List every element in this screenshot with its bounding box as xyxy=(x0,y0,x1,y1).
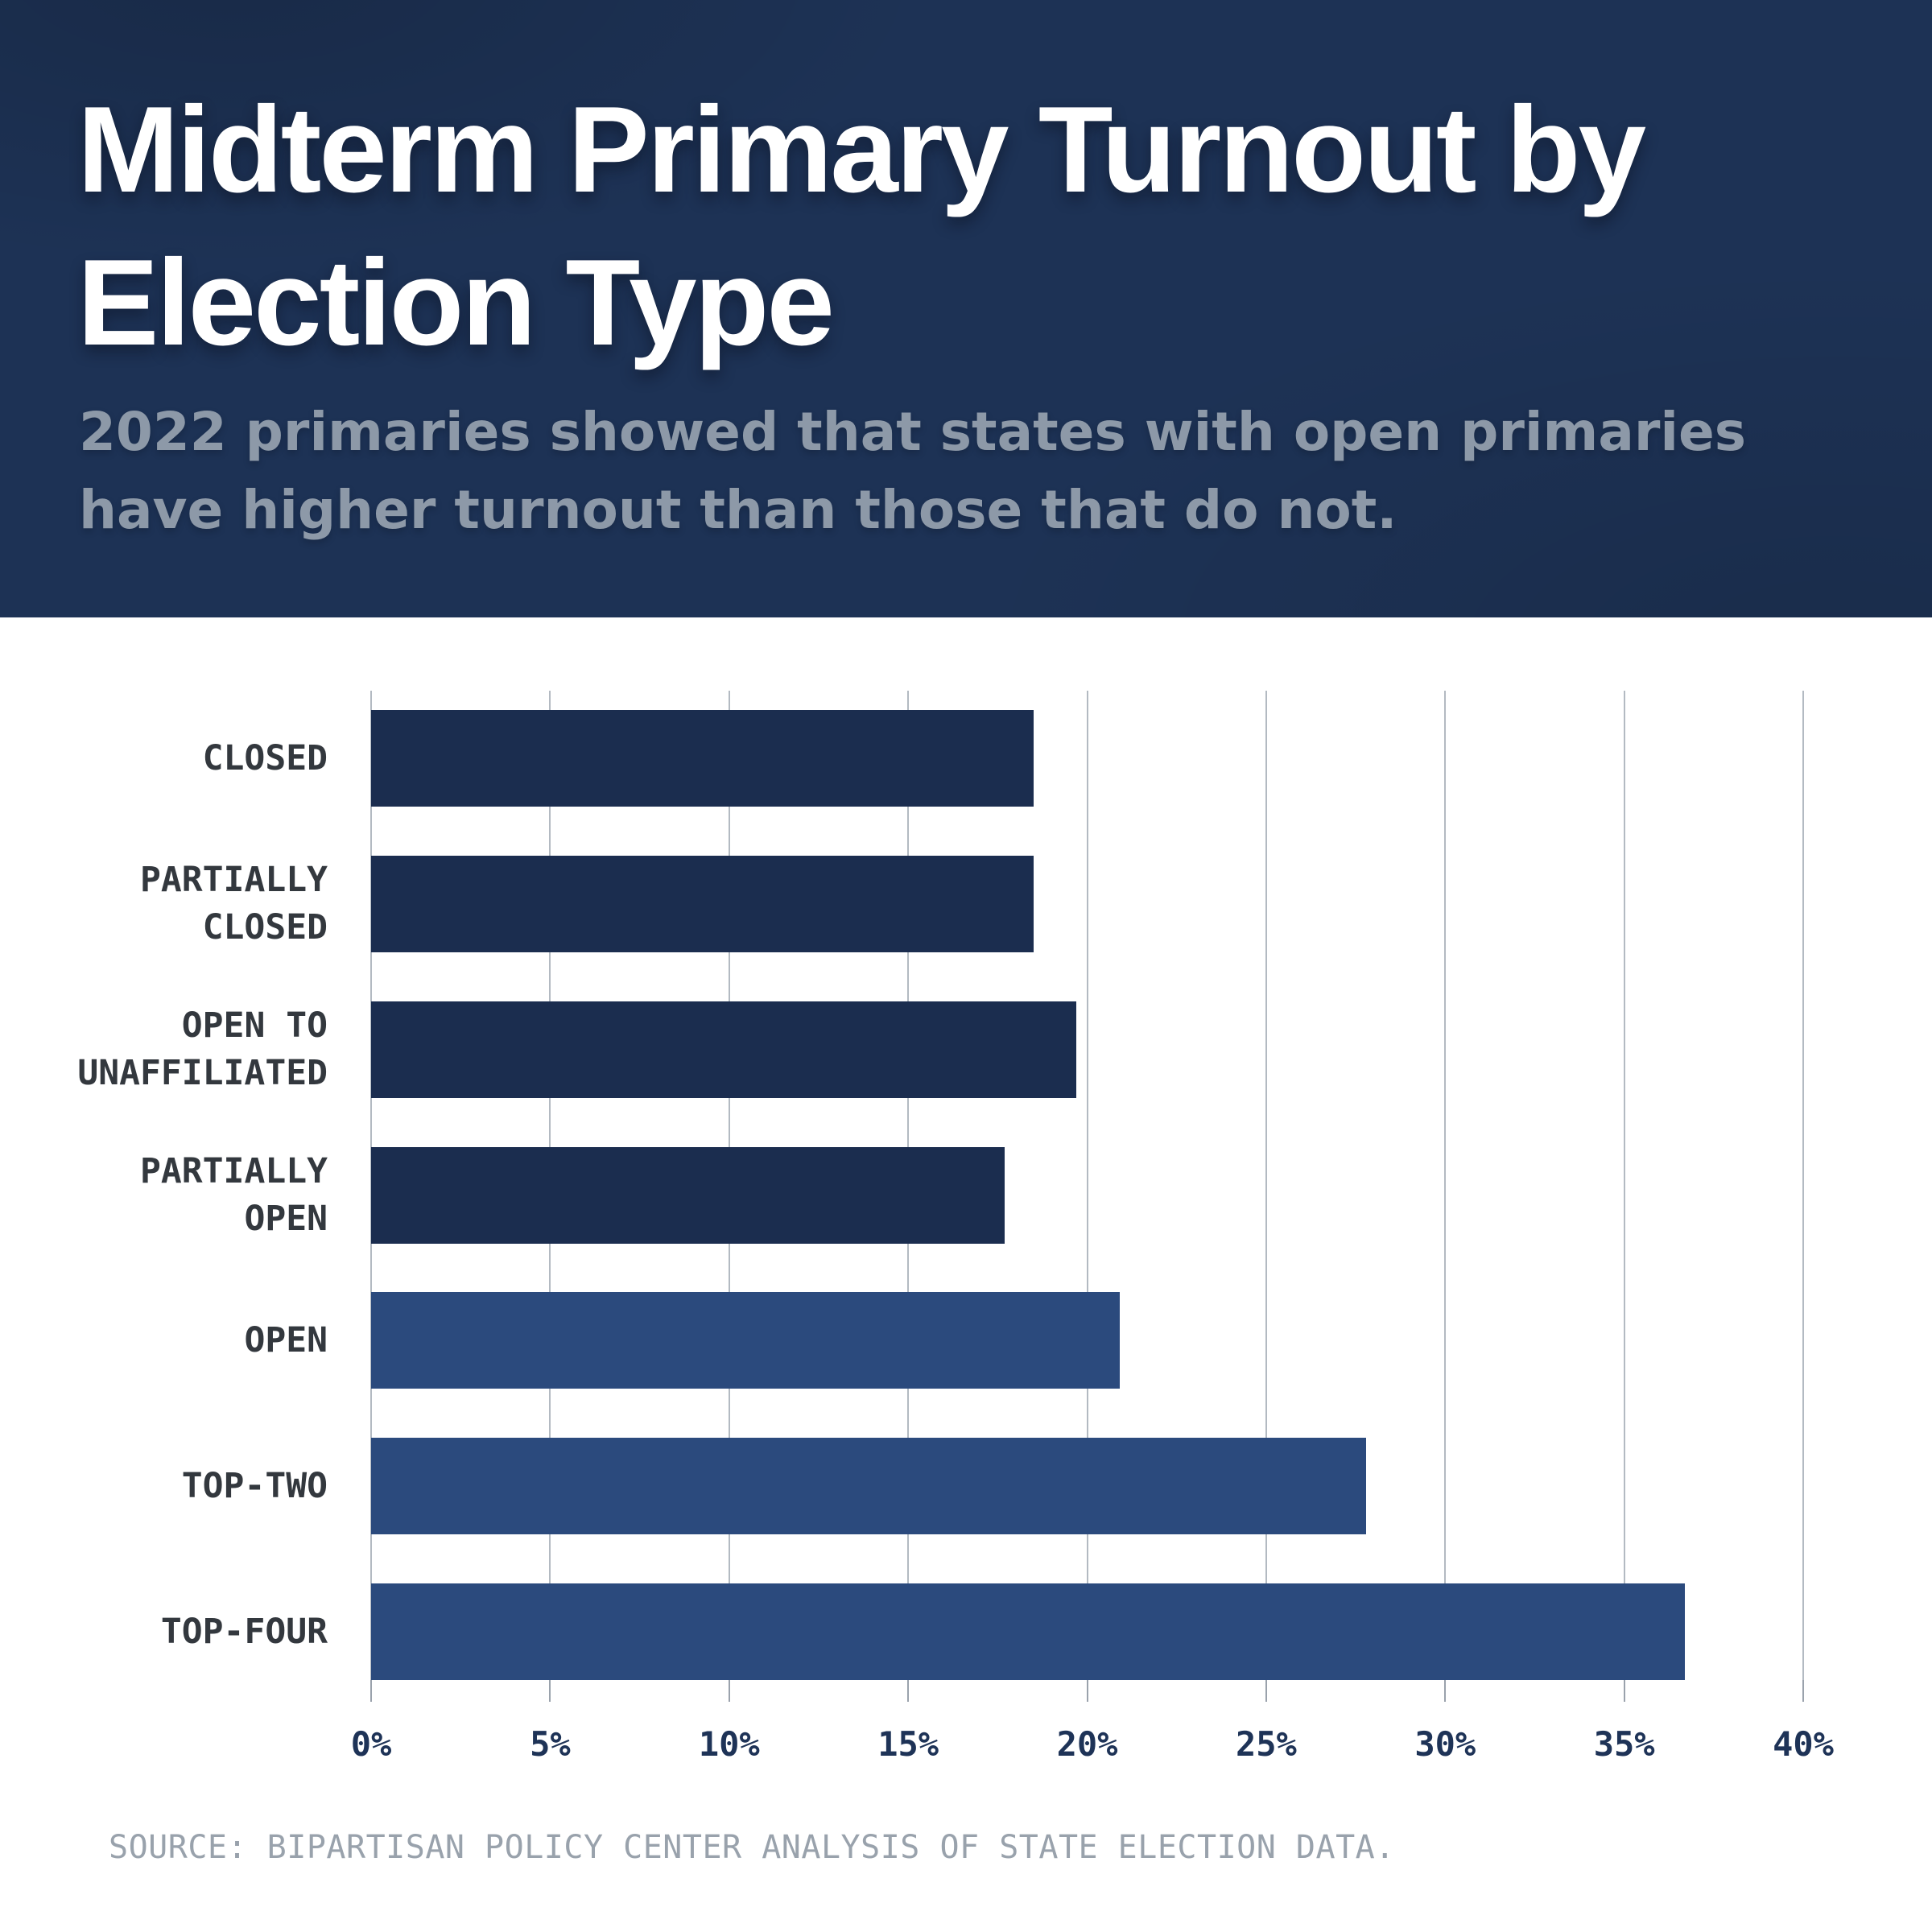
x-tick-label-25-: 25% xyxy=(1235,1724,1297,1764)
category-label-open-to-unaffiliated: OPEN TO UNAFFILIATED xyxy=(77,1005,328,1093)
x-tick-label-0-: 0% xyxy=(350,1724,392,1764)
chart-title: Midterm Primary Turnout by Election Type xyxy=(77,81,1646,371)
bar-partially-closed xyxy=(371,855,1034,952)
axis-tick-30- xyxy=(1444,1680,1447,1702)
bar-chart: 0% 5% 10% 15% 20% 25% 30% 35% 40% CLOSED PARTIALLY… xyxy=(0,617,1932,1932)
category-label-partially-closed: PARTIALLY CLOSED xyxy=(140,859,328,947)
chart-subtitle: 2022 primaries showed that states with o… xyxy=(79,401,1747,541)
axis-tick-0- xyxy=(370,1680,372,1702)
axis-tick-25- xyxy=(1265,1680,1267,1702)
axis-tick-20- xyxy=(1086,1680,1088,1702)
bar-top-four xyxy=(371,1583,1686,1680)
axis-tick-15- xyxy=(907,1680,910,1702)
x-tick-label-30-: 30% xyxy=(1414,1724,1476,1764)
bar-open xyxy=(371,1292,1120,1389)
gridline-30- xyxy=(1444,691,1447,1680)
x-tick-label-15-: 15% xyxy=(877,1724,939,1764)
gridline-40- xyxy=(1802,691,1804,1680)
x-tick-label-40-: 40% xyxy=(1773,1724,1834,1764)
gridline-25- xyxy=(1265,691,1267,1680)
category-label-top-four: TOP-FOUR xyxy=(160,1611,328,1652)
gridline-35- xyxy=(1623,691,1625,1680)
bar-open-to-unaffiliated xyxy=(371,1001,1077,1098)
x-tick-label-5-: 5% xyxy=(530,1724,571,1764)
x-tick-label-35-: 35% xyxy=(1593,1724,1655,1764)
category-label-top-two: TOP-TWO xyxy=(181,1465,328,1506)
axis-tick-35- xyxy=(1623,1680,1625,1702)
category-label-partially-open: PARTIALLY OPEN xyxy=(140,1150,328,1239)
bar-closed xyxy=(371,710,1034,807)
category-label-closed: CLOSED xyxy=(202,737,328,778)
axis-tick-10- xyxy=(728,1680,730,1702)
header-banner: Midterm Primary Turnout by Election Type… xyxy=(0,0,1932,617)
bar-partially-open xyxy=(371,1146,1005,1244)
x-tick-label-20-: 20% xyxy=(1056,1724,1118,1764)
axis-tick-5- xyxy=(549,1680,551,1702)
axis-tick-40- xyxy=(1802,1680,1804,1702)
category-label-open: OPEN xyxy=(244,1319,328,1360)
bar-top-two xyxy=(371,1438,1367,1535)
gridline-20- xyxy=(1086,691,1088,1680)
source-note: SOURCE: BIPARTISAN POLICY CENTER ANALYSI… xyxy=(109,1829,1395,1866)
x-tick-label-10-: 10% xyxy=(698,1724,760,1764)
